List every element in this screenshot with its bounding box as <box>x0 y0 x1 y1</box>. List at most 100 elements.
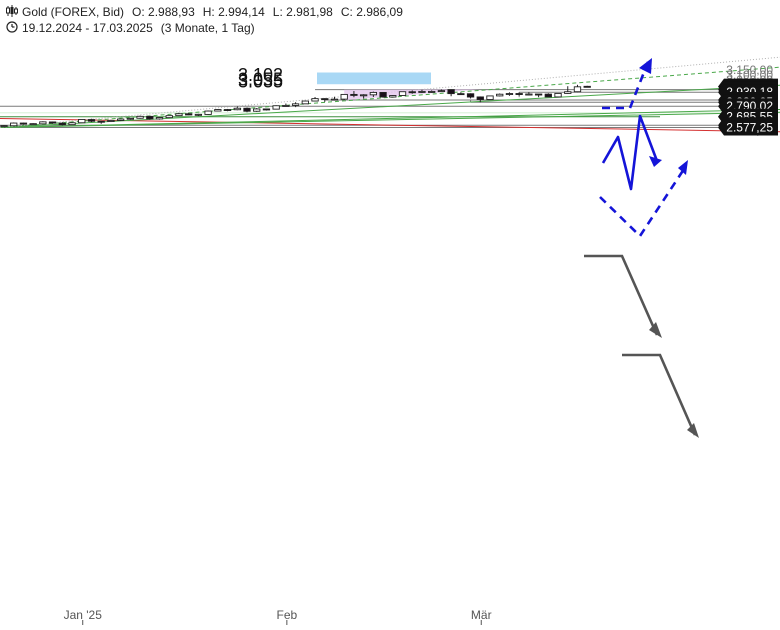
candle <box>583 85 591 88</box>
candle-body <box>272 105 280 110</box>
candle-body <box>282 104 290 107</box>
candle-body <box>418 90 426 93</box>
candle-body <box>214 109 222 112</box>
candle <box>10 122 18 127</box>
candle-body <box>194 113 203 116</box>
candle-body <box>0 125 8 128</box>
candle-body <box>466 93 475 98</box>
candle <box>291 102 300 108</box>
candle-body <box>243 107 251 112</box>
price-tag: 2.577,25 <box>718 119 778 136</box>
candle-body <box>223 109 232 111</box>
candle-body <box>379 91 387 98</box>
candle-body <box>262 108 271 111</box>
candle <box>515 92 523 96</box>
candle <box>204 110 212 115</box>
candle-body <box>544 93 552 98</box>
instrument-name: Gold (FOREX, Bid) <box>22 5 125 19</box>
candle <box>359 94 368 99</box>
candle <box>282 103 290 107</box>
target-bar <box>317 79 431 85</box>
candle <box>398 91 407 96</box>
candle <box>486 95 494 100</box>
target-level: 3.035 <box>238 72 431 92</box>
candle <box>321 98 329 102</box>
ohlc-close: C: 2.986,09 <box>340 5 403 19</box>
price-tag-label: 2.577,25 <box>726 121 773 135</box>
candle-body <box>515 93 523 95</box>
bullish-arrowhead <box>639 58 652 74</box>
bullish-scenario-path <box>601 114 659 191</box>
candle-body <box>496 93 504 97</box>
candle <box>544 93 552 98</box>
candle <box>330 96 339 101</box>
candle-body <box>155 117 164 120</box>
candle <box>29 123 37 126</box>
target-bar <box>317 72 431 78</box>
candle <box>505 92 514 96</box>
candle <box>389 95 397 98</box>
candle <box>564 86 572 94</box>
candle-body <box>58 122 66 126</box>
candle <box>525 92 533 96</box>
x-tick-label: Mär <box>471 608 492 622</box>
candle <box>107 119 115 123</box>
candle-body <box>350 93 358 96</box>
candle <box>272 105 280 110</box>
bearish-scenario-path <box>622 353 697 436</box>
bullish-arrowhead <box>678 160 688 175</box>
candle-body <box>146 115 154 120</box>
target-label: 3.055 <box>238 70 283 90</box>
candle-body <box>359 94 368 97</box>
candle-body <box>554 92 562 98</box>
candle-body <box>175 113 183 117</box>
triangle-pattern <box>344 89 481 101</box>
candle <box>340 93 348 101</box>
candle <box>311 97 319 102</box>
candle-body <box>87 119 96 122</box>
candle-body <box>107 120 115 123</box>
candle-body <box>505 93 514 95</box>
candle <box>379 91 387 98</box>
x-tick-label: Feb <box>277 608 298 622</box>
candle-body <box>525 93 533 96</box>
candle-body <box>583 85 591 88</box>
candle <box>214 109 222 112</box>
target-label: 3.035 <box>238 72 283 92</box>
bearish-scenario-path <box>584 254 659 336</box>
candle <box>233 106 241 111</box>
price-tag-bg <box>718 119 778 136</box>
candle <box>350 91 358 98</box>
ohlc-open: O: 2.988,93 <box>132 5 195 19</box>
candle-body <box>97 120 105 123</box>
candle <box>573 84 582 93</box>
candle-body <box>476 96 484 100</box>
candle-body <box>204 110 212 115</box>
support-zone <box>0 112 780 114</box>
candle <box>0 125 8 128</box>
candle <box>78 118 86 124</box>
target-label: 3.102 <box>238 65 283 85</box>
candle-body <box>301 100 309 105</box>
candle <box>437 89 446 93</box>
candle-body <box>564 91 572 94</box>
candle <box>126 117 135 120</box>
candle <box>97 120 105 124</box>
candle <box>185 112 193 116</box>
candle-body <box>321 98 329 101</box>
bullish-scenario-path <box>602 61 650 110</box>
candle-body <box>447 89 455 95</box>
candle-body <box>10 122 18 127</box>
x-tick-label: Jan '25 <box>64 608 103 622</box>
candle <box>87 118 96 123</box>
candle <box>301 100 309 105</box>
date-range: 19.12.2024 - 17.03.2025 <box>22 21 153 35</box>
candle-body <box>389 95 397 98</box>
candle-body <box>340 93 348 100</box>
candle-body <box>185 113 193 116</box>
candle-body <box>68 122 76 126</box>
candle-body <box>165 115 173 119</box>
candle <box>408 90 416 94</box>
